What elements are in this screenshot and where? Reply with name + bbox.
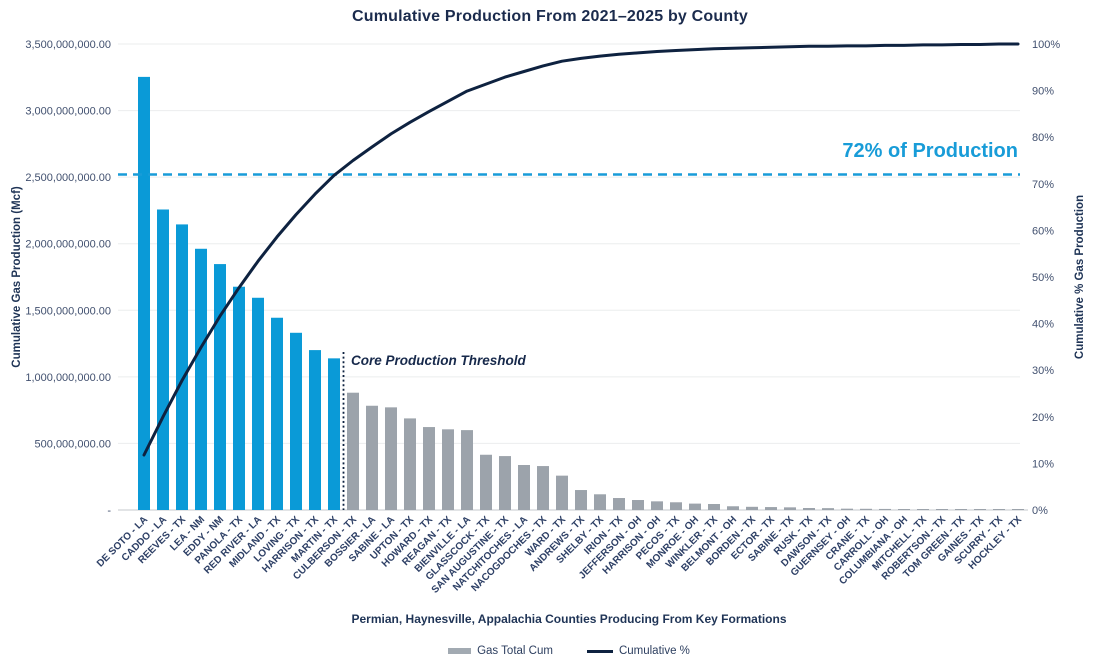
- left-tick-label: 2,500,000,000.00: [25, 172, 111, 184]
- bar: [556, 475, 568, 510]
- bar: [784, 507, 796, 510]
- right-axis-title: Cumulative % Gas Production: [1074, 194, 1086, 360]
- bar: [537, 466, 549, 510]
- bar: [632, 500, 644, 510]
- bar: [385, 407, 397, 510]
- bar: [157, 209, 169, 510]
- chart-legend: Gas Total Cum Cumulative %: [118, 645, 1020, 657]
- bar: [290, 332, 302, 510]
- production-threshold-label: 72% of Production: [842, 140, 1018, 162]
- right-tick-label: 0%: [1032, 505, 1048, 517]
- bar: [480, 454, 492, 510]
- bar: [442, 429, 454, 510]
- bar: [328, 358, 340, 510]
- left-tick-label: 3,500,000,000.00: [25, 39, 111, 51]
- left-tick-label: 1,500,000,000.00: [25, 305, 111, 317]
- bar: [366, 405, 378, 510]
- bar: [594, 494, 606, 510]
- bar: [993, 509, 1005, 510]
- bar: [613, 498, 625, 510]
- cumulative-line: [142, 42, 1020, 457]
- bar: [233, 286, 245, 510]
- left-tick-label: 2,000,000,000.00: [25, 239, 111, 251]
- bar: [309, 350, 321, 510]
- bar: [803, 508, 815, 510]
- right-tick-label: 20%: [1032, 412, 1054, 424]
- bar: [1012, 509, 1024, 510]
- bar: [879, 508, 891, 510]
- bar: [651, 501, 663, 510]
- bar: [860, 508, 872, 510]
- bar: [917, 509, 929, 510]
- left-tick-label: 500,000,000.00: [35, 438, 111, 450]
- bar: [955, 509, 967, 510]
- bar: [689, 503, 701, 510]
- right-tick-label: 50%: [1032, 272, 1054, 284]
- bar: [746, 506, 758, 510]
- right-tick-label: 40%: [1032, 319, 1054, 331]
- right-tick-label: 100%: [1032, 39, 1060, 51]
- bar: [670, 502, 682, 510]
- bar: [727, 506, 739, 510]
- bar: [138, 76, 150, 510]
- left-tick-label: -: [107, 505, 111, 517]
- x-axis-title: Permian, Haynesville, Appalachia Countie…: [351, 612, 787, 626]
- left-tick-label: 3,000,000,000.00: [25, 106, 111, 118]
- bar: [708, 504, 720, 510]
- bar: [195, 248, 207, 510]
- bar: [423, 427, 435, 510]
- bar: [898, 509, 910, 510]
- left-axis-title: Cumulative Gas Production (Mcf): [11, 186, 23, 368]
- right-tick-label: 70%: [1032, 179, 1054, 191]
- bar: [461, 430, 473, 510]
- bar: [822, 508, 834, 510]
- bar: [841, 508, 853, 510]
- bar: [176, 224, 188, 510]
- bar: [936, 509, 948, 510]
- core-threshold-label: Core Production Threshold: [351, 353, 526, 368]
- bar: [252, 297, 264, 510]
- bar: [404, 418, 416, 510]
- line-swatch-icon: [586, 649, 613, 653]
- bar: [214, 264, 226, 510]
- bar: [347, 392, 359, 510]
- right-tick-label: 80%: [1032, 132, 1054, 144]
- right-tick-label: 60%: [1032, 225, 1054, 237]
- bar: [974, 509, 986, 510]
- left-tick-label: 1,000,000,000.00: [25, 372, 111, 384]
- bar: [575, 490, 587, 510]
- chart-title: Cumulative Production From 2021–2025 by …: [352, 8, 748, 25]
- bar: [765, 507, 777, 510]
- legend-item-bar: Gas Total Cum: [448, 645, 553, 657]
- bar: [518, 464, 530, 510]
- bar: [271, 317, 283, 510]
- right-tick-label: 30%: [1032, 365, 1054, 377]
- bar: [499, 456, 511, 510]
- right-tick-label: 90%: [1032, 86, 1054, 98]
- legend-bar-label: Gas Total Cum: [477, 645, 553, 657]
- right-tick-label: 10%: [1032, 458, 1054, 470]
- legend-line-label: Cumulative %: [618, 645, 690, 657]
- legend-item-line: Cumulative %: [586, 645, 690, 657]
- bar-swatch-icon: [448, 648, 472, 654]
